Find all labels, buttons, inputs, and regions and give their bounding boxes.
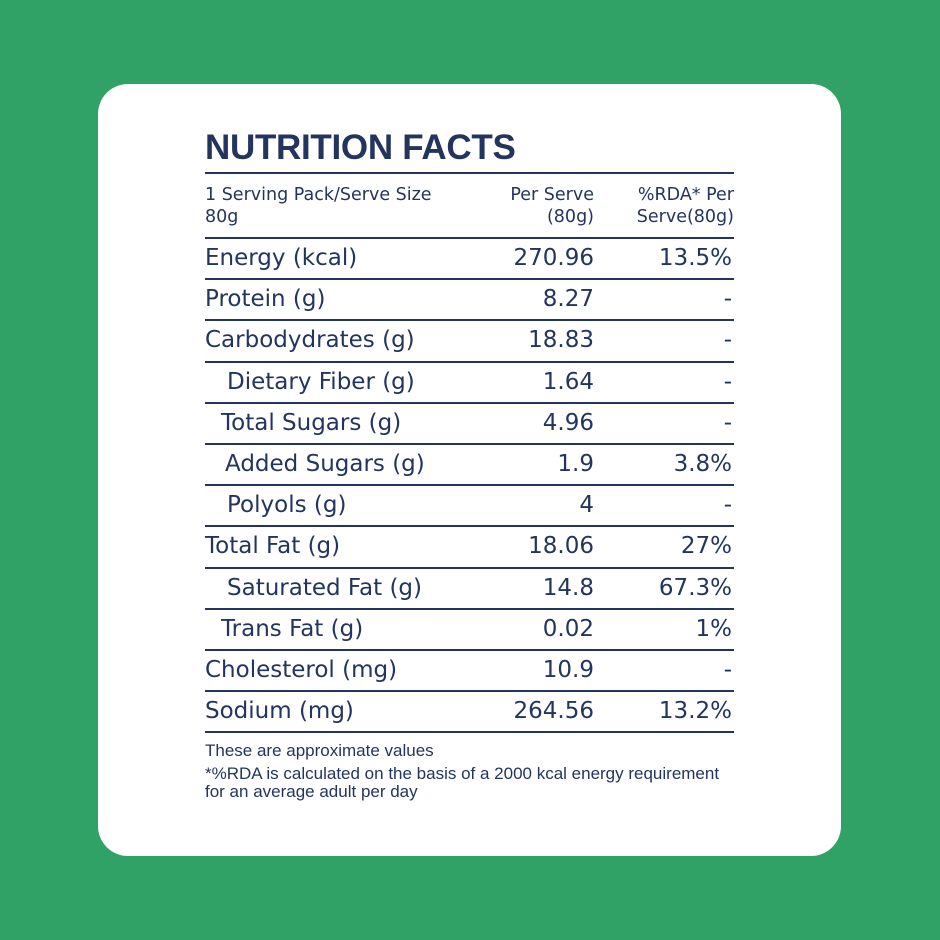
nutrient-name: Trans Fat (g) <box>221 615 364 642</box>
title-divider <box>205 172 734 174</box>
nutrition-panel: NUTRITION FACTS 1 Serving Pack/Serve Siz… <box>205 128 734 801</box>
nutrient-rda: 67.3% <box>658 574 732 601</box>
nutrient-value: 10.9 <box>542 656 594 683</box>
nutrient-rda: - <box>723 656 732 683</box>
rda-header: %RDA* Per Serve(80g) <box>636 185 734 227</box>
approximate-values-note: These are approximate values <box>205 741 434 761</box>
table-header: 1 Serving Pack/Serve Size 80g Per Serve … <box>205 174 734 239</box>
nutrient-rda: 3.8% <box>673 450 732 477</box>
table-row: Cholesterol (mg) 10.9 - <box>205 651 734 693</box>
nutrient-name: Total Fat (g) <box>205 533 341 560</box>
nutrient-value: 14.8 <box>542 574 594 601</box>
table-row: Added Sugars (g) 1.9 3.8% <box>205 445 734 487</box>
serving-size-header: 1 Serving Pack/Serve Size 80g <box>205 185 432 227</box>
nutrient-rda: - <box>723 492 732 519</box>
nutrient-rda: 1% <box>695 615 733 642</box>
nutrient-value: 1.64 <box>542 368 594 395</box>
nutrient-rda: - <box>723 286 732 313</box>
table-row: Sodium (mg) 264.56 13.2% <box>205 692 734 734</box>
nutrient-rda: 13.5% <box>658 245 732 271</box>
table-row: Energy (kcal) 270.96 13.5% <box>205 239 734 281</box>
nutrient-value: 264.56 <box>513 698 594 725</box>
nutrient-name: Saturated Fat (g) <box>227 574 423 601</box>
nutrition-card: NUTRITION FACTS 1 Serving Pack/Serve Siz… <box>98 84 841 856</box>
nutrient-rda: - <box>723 327 732 354</box>
nutrient-value: 4 <box>579 492 594 519</box>
nutrient-name: Added Sugars (g) <box>225 450 425 477</box>
table-row: Dietary Fiber (g) 1.64 - <box>205 363 734 404</box>
nutrient-name: Protein (g) <box>205 286 326 313</box>
nutrient-value: 270.96 <box>513 245 594 271</box>
nutrient-value: 18.83 <box>528 327 594 354</box>
nutrient-value: 18.06 <box>528 533 594 560</box>
panel-title: NUTRITION FACTS <box>205 128 516 167</box>
per-serve-header: Per Serve (80g) <box>510 185 594 227</box>
nutrient-name: Total Sugars (g) <box>221 409 402 436</box>
nutrient-value: 8.27 <box>542 286 594 313</box>
nutrient-name: Cholesterol (mg) <box>205 656 398 683</box>
nutrient-rda: - <box>723 409 732 436</box>
table-row: Polyols (g) 4 - <box>205 486 734 528</box>
nutrient-value: 4.96 <box>542 409 594 436</box>
table-row: Total Fat (g) 18.06 27% <box>205 527 734 569</box>
table-row: Carbodydrates (g) 18.83 - <box>205 321 734 363</box>
nutrient-value: 1.9 <box>557 450 594 477</box>
nutrient-rda: 27% <box>680 533 732 560</box>
nutrient-name: Polyols (g) <box>227 492 347 519</box>
nutrient-name: Dietary Fiber (g) <box>227 368 415 395</box>
nutrient-value: 0.02 <box>542 615 594 642</box>
nutrient-name: Sodium (mg) <box>205 698 354 725</box>
nutrient-rda: 13.2% <box>658 698 732 725</box>
nutrient-name: Energy (kcal) <box>205 245 358 271</box>
table-row: Trans Fat (g) 0.02 1% <box>205 610 734 651</box>
rda-footnote: *%RDA is calculated on the basis of a 20… <box>205 764 720 802</box>
table-row: Saturated Fat (g) 14.8 67.3% <box>205 569 734 610</box>
nutrient-rda: - <box>723 368 732 395</box>
table-row: Total Sugars (g) 4.96 - <box>205 404 734 445</box>
nutrient-name: Carbodydrates (g) <box>205 327 415 354</box>
table-row: Protein (g) 8.27 - <box>205 280 734 322</box>
